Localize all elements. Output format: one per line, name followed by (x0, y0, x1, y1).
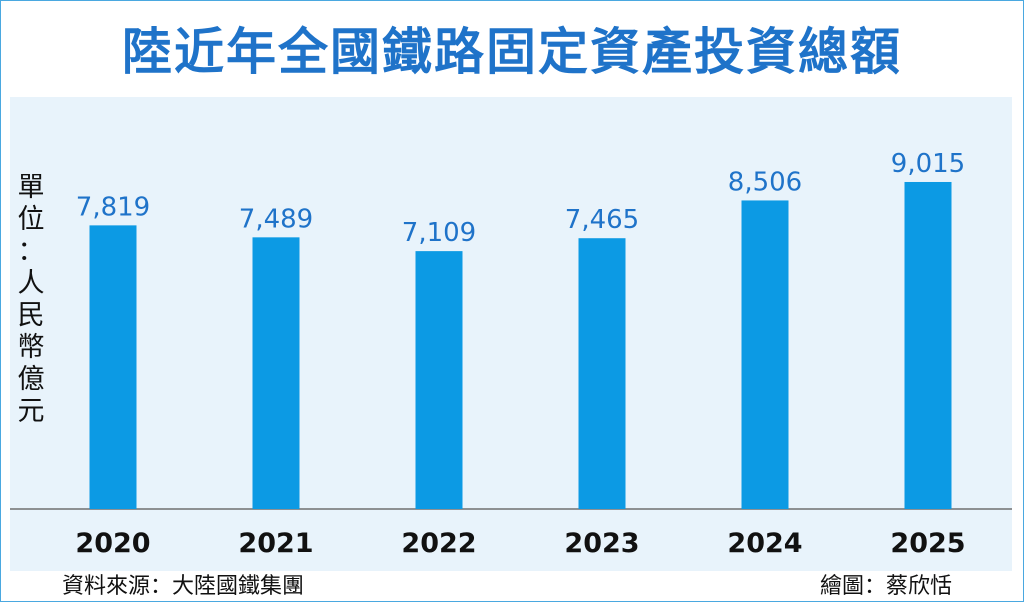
value-label-2020: 7,819 (76, 192, 150, 222)
bar-2024 (741, 200, 789, 509)
chart-title: 陸近年全國鐵路固定資產投資總額 (122, 23, 902, 81)
x-tick-2024: 2024 (727, 528, 802, 559)
value-label-2022: 7,109 (402, 218, 476, 248)
unit-label: 單位：人民幣億元 (17, 172, 45, 427)
value-label-2025: 9,015 (891, 149, 965, 179)
plot-background (10, 97, 1012, 571)
x-tick-2022: 2022 (401, 528, 476, 559)
bar-2021 (252, 237, 300, 509)
x-tick-2025: 2025 (890, 528, 965, 559)
value-label-2024: 8,506 (728, 167, 802, 197)
bar-2020 (89, 225, 137, 509)
value-label-2021: 7,489 (239, 204, 313, 234)
x-tick-2023: 2023 (564, 528, 639, 559)
x-tick-2021: 2021 (238, 528, 313, 559)
graphic-credit: 繪圖：蔡欣恬 (819, 574, 952, 599)
bar-2025 (904, 181, 952, 509)
bar-2022 (415, 251, 463, 509)
source-note: 資料來源：大陸國鐵集團 (62, 574, 305, 599)
bar-2023 (578, 238, 626, 509)
value-label-2023: 7,465 (565, 205, 639, 235)
x-tick-2020: 2020 (75, 528, 150, 559)
